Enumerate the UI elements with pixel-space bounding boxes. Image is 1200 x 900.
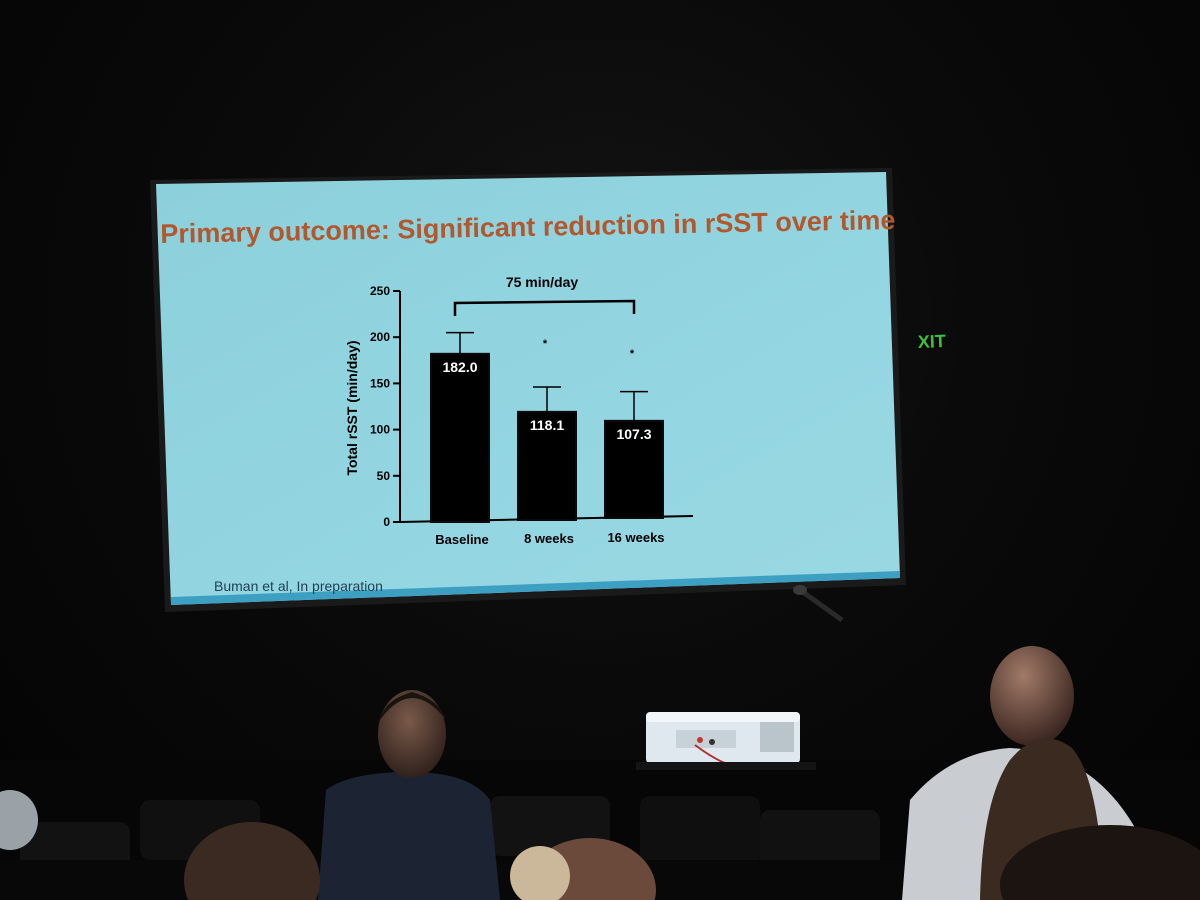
comparison-bracket (453, 299, 636, 316)
bar (430, 352, 490, 523)
bar-chart: 0 50 100 150 200 250 182.0 Baseline 118.1 8 weeks… (344, 274, 694, 547)
bar-value-label: 107.3 (616, 426, 651, 442)
chart-marks: 0 50 100 150 200 250 182.0 Baseline 118.1 8 weeks… (370, 284, 694, 547)
significance-marker: * (543, 338, 548, 350)
x-tick-label: Baseline (435, 532, 488, 547)
y-tick-label: 50 (377, 469, 391, 483)
microphone (793, 585, 844, 623)
audience-member-center (318, 690, 500, 900)
projector (636, 712, 816, 770)
citation-text: Buman et al, In preparation (214, 578, 383, 594)
y-tick-label: 0 (383, 515, 390, 529)
bar-value-label: 118.1 (530, 417, 564, 433)
y-tick-label: 150 (370, 376, 390, 390)
significance-marker: * (630, 348, 635, 360)
slide-surface (156, 172, 900, 605)
bar (517, 410, 577, 522)
x-tick-label: 8 weeks (524, 531, 574, 546)
y-tick-label: 250 (370, 284, 390, 298)
y-axis-label: Total rSST (min/day) (344, 340, 360, 475)
x-tick-label: 16 weeks (607, 530, 664, 545)
exit-sign: XIT (917, 331, 946, 352)
foreground-heads (0, 790, 1200, 900)
bar-value-label: 182.0 (442, 359, 477, 375)
slide-bottom-stripe (171, 571, 900, 605)
bar (604, 419, 664, 519)
y-tick-label: 100 (370, 423, 390, 437)
y-tick-label: 200 (370, 330, 390, 344)
bracket-label: 75 min/day (506, 274, 579, 290)
